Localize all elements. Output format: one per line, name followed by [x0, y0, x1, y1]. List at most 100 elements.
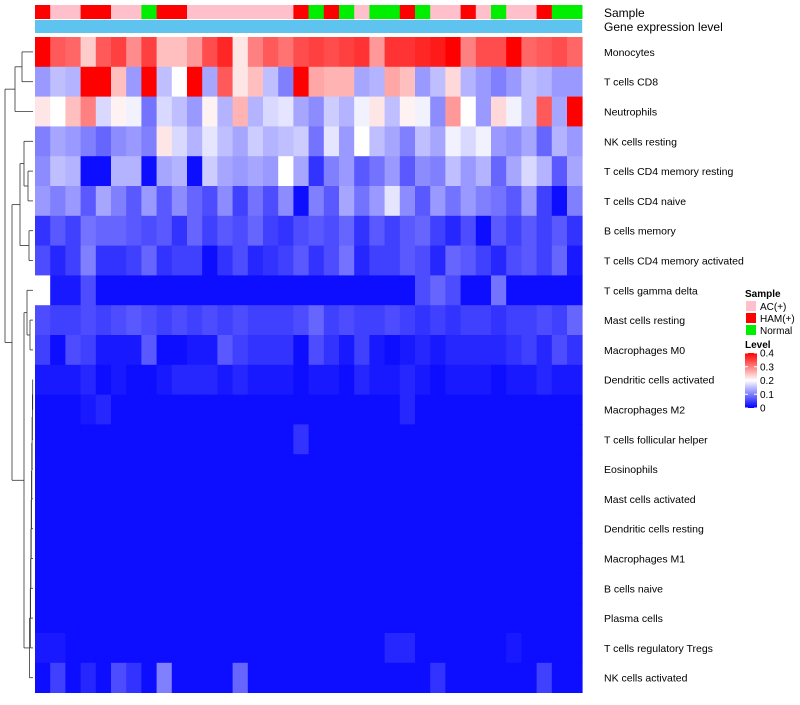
- heatmap-cell: [278, 394, 294, 425]
- heatmap-cell: [187, 603, 203, 634]
- heatmap-cell: [263, 66, 279, 97]
- heatmap-cell: [445, 156, 461, 187]
- heatmap-cell: [35, 484, 51, 515]
- heatmap-cell: [247, 662, 264, 693]
- heatmap-cell: [354, 603, 370, 634]
- sample-annotation-label: Sample: [604, 6, 645, 20]
- heatmap-cell: [126, 335, 142, 366]
- heatmap-cell: [536, 186, 553, 217]
- heatmap-cell: [247, 245, 264, 276]
- heatmap-cell: [475, 573, 492, 604]
- heatmap-cell: [567, 394, 583, 425]
- heatmap-cell: [232, 543, 249, 574]
- heatmap-cell: [323, 633, 340, 664]
- heatmap-cell: [263, 215, 279, 246]
- heatmap-cell: [232, 186, 249, 217]
- heatmap-cell: [551, 424, 568, 455]
- heatmap-cell: [80, 186, 97, 217]
- heatmap-cell: [308, 364, 325, 395]
- heatmap-cell: [399, 513, 416, 544]
- heatmap-cell: [521, 215, 537, 246]
- sample-annotation-cell: [232, 5, 249, 19]
- heatmap-cell: [156, 275, 173, 306]
- heatmap-cell: [430, 633, 446, 664]
- heatmap-cell: [415, 573, 431, 604]
- heatmap-cell: [50, 335, 66, 366]
- sample-annotation-cell: [156, 5, 173, 19]
- heatmap-cell: [460, 454, 477, 485]
- gene-expression-annotation-bar: [35, 20, 583, 33]
- heatmap-cell: [217, 156, 233, 187]
- heatmap-cell: [384, 424, 401, 455]
- heatmap-cell: [430, 126, 446, 157]
- heatmap-cell: [339, 662, 355, 693]
- heatmap-cell: [384, 662, 401, 693]
- heatmap-cell: [415, 454, 431, 485]
- heatmap-cell: [384, 305, 401, 336]
- heatmap-cell: [506, 573, 522, 604]
- heatmap-cell: [567, 335, 583, 366]
- heatmap-cell: [50, 96, 66, 127]
- heatmap-cell: [293, 66, 309, 97]
- heatmap-cell: [35, 335, 51, 366]
- heatmap-cell: [80, 245, 97, 276]
- heatmap-cell: [217, 305, 233, 336]
- heatmap-cell: [506, 633, 522, 664]
- heatmap-cell: [399, 662, 416, 693]
- heatmap-cell: [506, 215, 522, 246]
- heatmap-cell: [521, 543, 537, 574]
- heatmap-cell: [369, 484, 385, 515]
- heatmap-cell: [506, 394, 522, 425]
- row-label: Dendritic cells resting: [604, 524, 704, 536]
- heatmap-cell: [491, 424, 507, 455]
- row-label: T cells gamma delta: [604, 285, 698, 297]
- legend-tick-label: 0.2: [760, 376, 774, 387]
- heatmap-cell: [50, 37, 66, 68]
- sample-annotation-cell: [399, 5, 416, 19]
- heatmap-cell: [354, 454, 370, 485]
- sample-annotation-cell: [415, 5, 431, 19]
- heatmap-cell: [369, 394, 385, 425]
- heatmap-cell: [460, 305, 477, 336]
- heatmap-cell: [460, 484, 477, 515]
- heatmap-cell: [141, 156, 157, 187]
- heatmap-cell: [171, 156, 188, 187]
- heatmap-cell: [247, 37, 264, 68]
- sample-annotation-cell: [369, 5, 385, 19]
- heatmap-cell: [430, 424, 446, 455]
- heatmap-cell: [399, 305, 416, 336]
- heatmap-cell: [156, 364, 173, 395]
- sample-annotation-cell: [65, 5, 81, 19]
- heatmap-cell: [475, 424, 492, 455]
- heatmap-cell: [232, 603, 249, 634]
- heatmap-cell: [445, 66, 461, 97]
- heatmap-cell: [339, 186, 355, 217]
- heatmap-cell: [187, 394, 203, 425]
- heatmap-cell: [339, 66, 355, 97]
- heatmap-cell: [536, 513, 553, 544]
- heatmap-cell: [323, 573, 340, 604]
- row-label: Monocytes: [604, 47, 655, 59]
- heatmap-cell: [506, 305, 522, 336]
- gene-annotation-label: Gene expression level: [604, 20, 723, 34]
- heatmap-cell: [202, 424, 218, 455]
- heatmap-cell: [369, 603, 385, 634]
- legend-tick-label: 0.1: [760, 390, 774, 401]
- heatmap-cell: [293, 484, 309, 515]
- heatmap-cell: [339, 126, 355, 157]
- heatmap-cell: [551, 156, 568, 187]
- heatmap-cell: [491, 215, 507, 246]
- heatmap-cell: [156, 603, 173, 634]
- heatmap-cell: [95, 364, 112, 395]
- heatmap-cell: [415, 513, 431, 544]
- heatmap-cell: [354, 66, 370, 97]
- heatmap-cell: [567, 275, 583, 306]
- sample-annotation-cell: [171, 5, 188, 19]
- heatmap-cell: [430, 186, 446, 217]
- heatmap-cell: [354, 96, 370, 127]
- heatmap-cell: [50, 633, 66, 664]
- heatmap-cell: [308, 186, 325, 217]
- heatmap-cell: [521, 156, 537, 187]
- heatmap-cell: [430, 543, 446, 574]
- heatmap-cell: [156, 394, 173, 425]
